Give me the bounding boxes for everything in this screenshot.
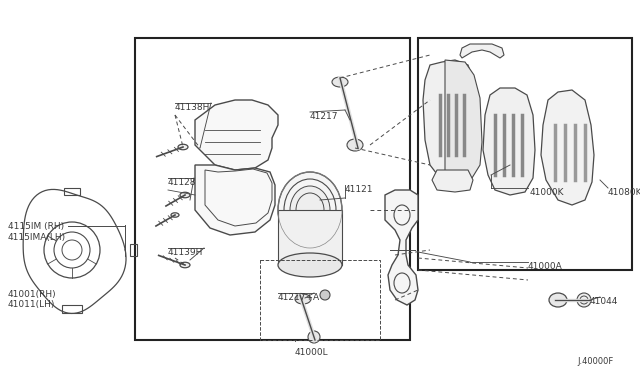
Ellipse shape (577, 293, 591, 307)
Polygon shape (385, 190, 418, 305)
Ellipse shape (178, 144, 188, 150)
Ellipse shape (180, 262, 190, 268)
Text: 4115IMA(LH): 4115IMA(LH) (8, 233, 66, 242)
Text: 41000A: 41000A (528, 262, 563, 271)
Text: 41121: 41121 (345, 185, 374, 194)
Text: 41000L: 41000L (295, 348, 328, 357)
Ellipse shape (308, 331, 320, 343)
Ellipse shape (290, 186, 330, 234)
Text: 41001(RH): 41001(RH) (8, 290, 56, 299)
Polygon shape (541, 90, 594, 205)
Polygon shape (445, 60, 482, 180)
Bar (418, 38, 632, 270)
Ellipse shape (320, 290, 330, 300)
Text: 41080K: 41080K (608, 188, 640, 197)
Ellipse shape (549, 293, 567, 307)
Polygon shape (432, 170, 473, 192)
Text: 41044: 41044 (590, 297, 618, 306)
Ellipse shape (347, 139, 363, 151)
Polygon shape (195, 165, 275, 235)
Text: 4115IM (RH): 4115IM (RH) (8, 222, 64, 231)
Polygon shape (423, 60, 477, 182)
Text: 41138H: 41138H (175, 103, 211, 112)
Text: 41139H: 41139H (168, 248, 204, 257)
Bar (260, 260, 380, 340)
Ellipse shape (180, 192, 190, 198)
Polygon shape (460, 44, 504, 58)
Ellipse shape (295, 294, 311, 304)
Text: 41011(LH): 41011(LH) (8, 300, 56, 309)
Text: 41128: 41128 (168, 178, 196, 187)
Text: J.40000F: J.40000F (577, 357, 613, 366)
Text: 41217+A: 41217+A (278, 293, 320, 302)
Ellipse shape (171, 213, 179, 217)
Polygon shape (483, 88, 535, 195)
Ellipse shape (332, 77, 348, 87)
Bar (135, 38, 410, 340)
Ellipse shape (278, 172, 342, 248)
Text: 41000K: 41000K (530, 188, 564, 197)
Polygon shape (278, 210, 342, 265)
Polygon shape (195, 100, 278, 170)
Ellipse shape (278, 253, 342, 277)
Text: 41217: 41217 (310, 112, 339, 121)
